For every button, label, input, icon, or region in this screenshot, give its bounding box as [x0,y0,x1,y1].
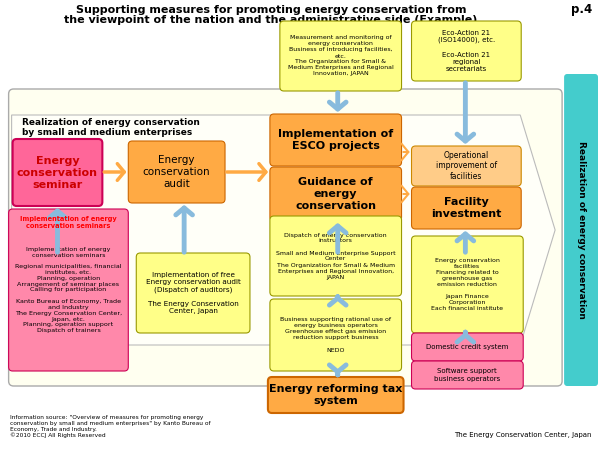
Text: Software support
business operators: Software support business operators [434,369,500,382]
Text: Implementation of free
Energy conservation audit
(Dispatch of auditors)

The Ene: Implementation of free Energy conservati… [146,272,241,315]
Text: p.4: p.4 [571,3,592,16]
Text: Business supporting rational use of
energy business operators
Greenhouse effect : Business supporting rational use of ener… [280,318,391,352]
FancyBboxPatch shape [412,146,521,186]
FancyBboxPatch shape [270,216,401,296]
Text: Supporting measures for promoting energy conservation from: Supporting measures for promoting energy… [76,5,466,15]
Text: Eco-Action 21
(ISO14000), etc.

Eco-Action 21
regional
secretariats: Eco-Action 21 (ISO14000), etc. Eco-Actio… [438,30,495,72]
FancyBboxPatch shape [412,361,523,389]
Text: Implementation of energy
conservation seminars: Implementation of energy conservation se… [20,216,117,229]
Text: Information source: "Overview of measures for promoting energy
conservation by s: Information source: "Overview of measure… [10,415,210,438]
FancyBboxPatch shape [8,209,128,371]
Text: Realization of energy conservation: Realization of energy conservation [577,141,586,319]
FancyBboxPatch shape [128,141,225,203]
FancyBboxPatch shape [270,167,401,221]
FancyBboxPatch shape [268,377,404,413]
Text: Facility
investment: Facility investment [431,197,502,219]
Text: Energy conservation
facilities
Financing related to
greenhouse gas
emission redu: Energy conservation facilities Financing… [431,258,503,311]
FancyBboxPatch shape [280,21,401,91]
Text: the viewpoint of the nation and the administrative side (Example): the viewpoint of the nation and the admi… [64,15,478,25]
FancyBboxPatch shape [412,21,521,81]
Text: Measurement and monitoring of
energy conservation
Business of introducing facili: Measurement and monitoring of energy con… [288,36,394,76]
Text: Dispatch of energy conservation
instructors

Small and Medium Enterprise Support: Dispatch of energy conservation instruct… [276,233,395,279]
Text: Energy
conservation
audit: Energy conservation audit [143,155,211,189]
FancyBboxPatch shape [412,333,523,361]
FancyBboxPatch shape [8,89,562,386]
Text: Energy
conservation
seminar: Energy conservation seminar [17,156,98,189]
FancyBboxPatch shape [564,74,598,386]
Text: Energy reforming tax
system: Energy reforming tax system [269,384,403,406]
Polygon shape [11,115,555,345]
FancyBboxPatch shape [412,187,521,229]
Text: Guidance of
energy
conservation: Guidance of energy conservation [295,177,376,211]
Text: Realization of energy conservation
by small and medium enterprises: Realization of energy conservation by sm… [22,118,199,137]
Text: Domestic credit system: Domestic credit system [426,344,509,350]
Text: Operational
improvement of
facilities: Operational improvement of facilities [436,151,497,181]
Text: Implementation of
ESCO projects: Implementation of ESCO projects [278,129,394,151]
FancyBboxPatch shape [412,236,523,333]
FancyBboxPatch shape [270,299,401,371]
Text: Implementation of energy
conservation seminars

Regional municipalities, financi: Implementation of energy conservation se… [15,247,122,333]
Text: The Energy Conservation Center, Japan: The Energy Conservation Center, Japan [455,432,592,438]
FancyBboxPatch shape [270,114,401,166]
FancyBboxPatch shape [136,253,250,333]
FancyBboxPatch shape [13,139,103,206]
